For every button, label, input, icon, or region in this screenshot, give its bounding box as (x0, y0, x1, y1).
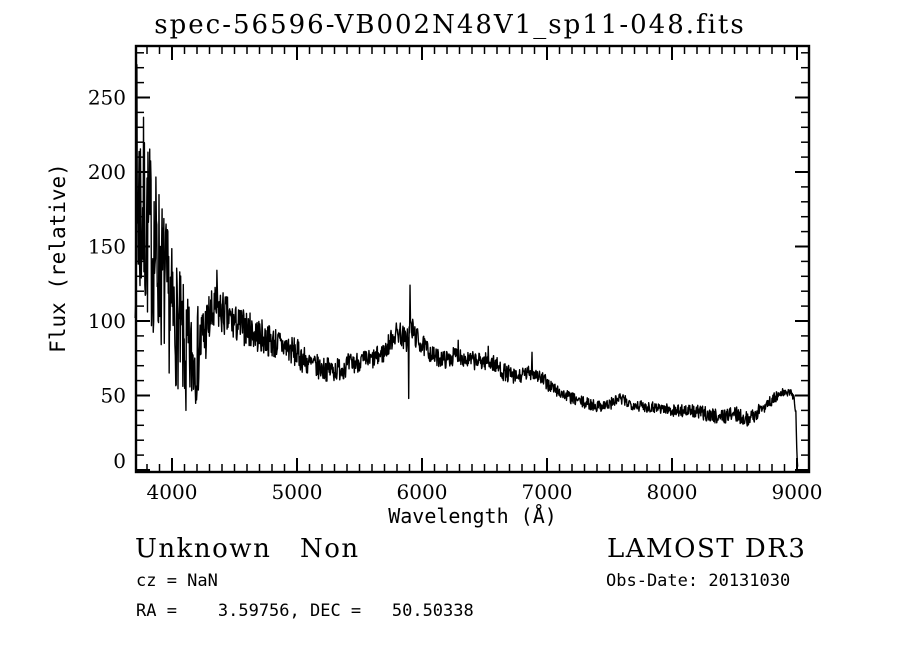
cz-value: cz = NaN (136, 571, 218, 591)
y-axis-label: Flux (relative) (46, 163, 70, 353)
x-tick-label: 8000 (647, 480, 698, 504)
x-tick-label: 5000 (272, 480, 323, 504)
axis-frame (134, 44, 811, 474)
y-tick-label: 50 (101, 384, 126, 408)
y-tick-label: 100 (88, 309, 126, 333)
obs-date: Obs-Date: 20131030 (606, 571, 791, 591)
survey-name: LAMOST DR3 (607, 534, 807, 564)
y-tick-label: 150 (88, 235, 126, 259)
classification-label: Unknown (135, 534, 272, 564)
spectrum-line (134, 64, 799, 467)
x-tick-label: 7000 (522, 480, 573, 504)
ra-dec-values: RA = 3.59756, DEC = 50.50338 (136, 601, 474, 621)
x-tick-label: 9000 (772, 480, 823, 504)
y-tick-label: 200 (88, 160, 126, 184)
plot-title: spec-56596-VB002N48V1_sp11-048.fits (154, 10, 746, 40)
x-tick-label: 6000 (397, 480, 448, 504)
x-tick-label: 4000 (147, 480, 198, 504)
y-tick-label: 0 (113, 449, 126, 473)
subclass-label: Non (300, 534, 360, 564)
x-axis-label: Wavelength (Å) (388, 504, 557, 528)
y-tick-label: 250 (88, 86, 126, 110)
